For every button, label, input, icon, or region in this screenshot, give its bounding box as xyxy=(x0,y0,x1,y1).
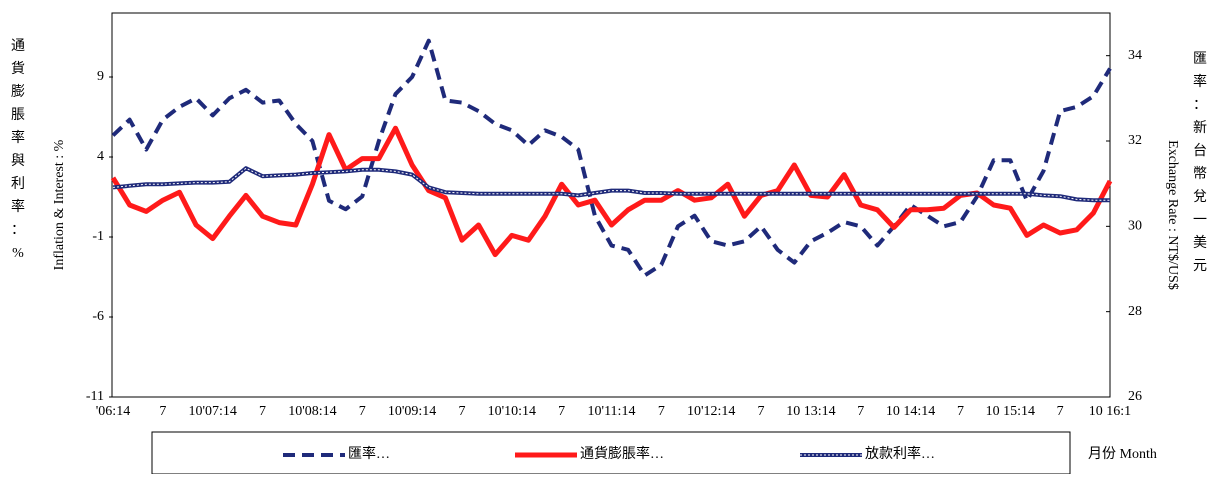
x-tick-label: 7 xyxy=(1057,404,1064,419)
y2-tick-label: 34 xyxy=(1128,48,1142,63)
y-tick-label: -6 xyxy=(92,309,104,324)
y-axis-label: Inflation & Interest : % xyxy=(52,139,67,270)
x-tick-label: '06:14 xyxy=(96,404,130,419)
x-tick-label: 7 xyxy=(658,404,665,419)
y-tick-label: -1 xyxy=(92,229,104,244)
x-tick-label: 7 xyxy=(458,404,465,419)
x-tick-label: 10 14:14 xyxy=(886,404,935,419)
x-tick-label: 10'10:14 xyxy=(488,404,536,419)
x-tick-label: 10'07:14 xyxy=(188,404,236,419)
y-tick-label: -11 xyxy=(86,389,104,404)
series-line xyxy=(110,125,1113,258)
legend-label: 放款利率… xyxy=(865,445,935,462)
series-line xyxy=(111,38,1112,278)
x-tick-label: 10 13:14 xyxy=(786,404,835,419)
x-tick-label: 7 xyxy=(758,404,765,419)
x-tick-label: 7 xyxy=(159,404,166,419)
y-tick-label: 9 xyxy=(97,69,104,84)
y2-tick-label: 32 xyxy=(1128,133,1142,148)
x-tick-label: 7 xyxy=(359,404,366,419)
x-axis-label: 月份 Month xyxy=(1088,446,1157,462)
x-tick-label: 10'08:14 xyxy=(288,404,336,419)
y2-tick-label: 26 xyxy=(1128,389,1142,404)
y-tick-label: 4 xyxy=(97,149,104,164)
plot-frame xyxy=(111,12,1111,398)
x-tick-label: 7 xyxy=(558,404,565,419)
x-tick-label: 10'11:14 xyxy=(588,404,636,419)
x-tick-label: 10'09:14 xyxy=(388,404,436,419)
vertical-axis-label: 匯率：新台幣兌一美元 xyxy=(1193,52,1207,274)
x-tick-label: 10 16:1 xyxy=(1089,404,1131,419)
y2-tick-label: 30 xyxy=(1128,219,1142,234)
vertical-axis-label: 通貨膨脹率與利率：% xyxy=(11,38,25,261)
legend-label: 通貨膨脹率… xyxy=(580,445,664,462)
y2-axis-label: Exchange Rate : NT$/US$ xyxy=(1165,140,1180,290)
y2-tick-label: 28 xyxy=(1128,304,1142,319)
x-tick-label: 7 xyxy=(259,404,266,419)
x-tick-label: 10'12:14 xyxy=(687,404,735,419)
series-line xyxy=(112,166,1110,203)
legend-label: 匯率… xyxy=(348,445,390,462)
x-tick-label: 7 xyxy=(857,404,864,419)
series-line xyxy=(112,167,1110,201)
x-tick-label: 10 15:14 xyxy=(986,404,1035,419)
x-tick-label: 7 xyxy=(957,404,964,419)
